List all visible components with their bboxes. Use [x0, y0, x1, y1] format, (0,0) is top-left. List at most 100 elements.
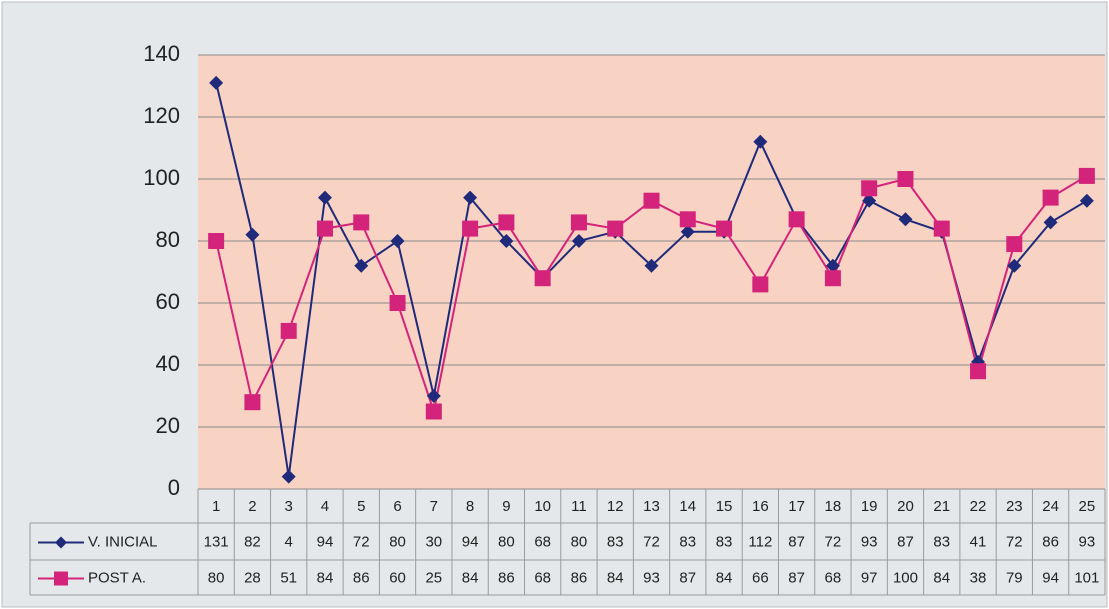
x-tick-label: 13 — [643, 498, 660, 515]
table-value: 83 — [716, 533, 733, 550]
marker — [317, 190, 332, 205]
table-value: 94 — [317, 533, 334, 550]
x-tick-label: 11 — [571, 498, 587, 515]
marker — [1078, 167, 1095, 184]
table-value: 86 — [498, 569, 515, 586]
y-tick-label: 0 — [168, 475, 180, 500]
table-value: 100 — [893, 569, 918, 586]
table-value: 83 — [679, 533, 696, 550]
table-value: 93 — [1079, 533, 1096, 550]
x-tick-label: 19 — [861, 498, 878, 515]
marker — [897, 171, 914, 187]
marker — [753, 134, 768, 149]
table-value: 80 — [208, 569, 225, 586]
table-value: 131 — [204, 533, 229, 550]
table-value: 87 — [788, 569, 805, 586]
table-value: 68 — [534, 533, 551, 550]
legend-label: POST A. — [88, 569, 146, 586]
table-value: 84 — [462, 569, 479, 586]
table-value: 4 — [285, 533, 293, 550]
marker — [643, 192, 660, 209]
table-value: 72 — [825, 533, 842, 550]
marker — [1006, 236, 1023, 253]
marker — [825, 258, 840, 273]
marker — [425, 403, 442, 420]
table-value: 84 — [933, 569, 950, 586]
table-value: 94 — [1042, 569, 1059, 586]
x-tick-label: 5 — [357, 498, 365, 515]
marker — [862, 193, 877, 208]
marker — [498, 214, 515, 231]
marker — [353, 214, 370, 231]
x-tick-label: 15 — [716, 498, 733, 515]
table-value: 38 — [970, 569, 987, 586]
table-value: 28 — [244, 569, 261, 586]
marker — [281, 469, 296, 484]
table-value: 72 — [353, 533, 370, 550]
table-value: 60 — [389, 569, 406, 586]
marker — [824, 270, 841, 287]
marker — [1007, 258, 1022, 273]
marker — [462, 220, 479, 237]
x-tick-label: 21 — [933, 498, 950, 515]
marker — [390, 234, 405, 248]
marker — [716, 220, 733, 237]
table-value: 79 — [1006, 569, 1023, 586]
marker — [970, 363, 987, 380]
legend-label: V. INICIAL — [88, 533, 157, 550]
marker — [898, 212, 913, 227]
x-tick-label: 17 — [788, 498, 805, 515]
x-tick-label: 22 — [970, 498, 987, 515]
table-value: 83 — [607, 533, 624, 550]
marker — [354, 258, 369, 273]
table-value: 83 — [933, 533, 950, 550]
marker — [499, 234, 514, 248]
table-value: 41 — [970, 533, 987, 550]
marker — [644, 258, 659, 273]
x-tick-label: 16 — [752, 498, 769, 515]
x-tick-label: 23 — [1006, 498, 1023, 515]
table-value: 112 — [748, 533, 772, 550]
table-value: 80 — [498, 533, 515, 550]
x-tick-label: 9 — [502, 498, 510, 515]
y-tick-label: 60 — [156, 289, 180, 314]
marker — [316, 220, 333, 237]
x-tick-label: 2 — [248, 498, 256, 515]
y-tick-label: 100 — [143, 165, 180, 190]
marker — [534, 270, 551, 287]
table-value: 101 — [1074, 569, 1099, 586]
marker — [426, 389, 441, 403]
table-value: 72 — [643, 533, 660, 550]
marker — [209, 75, 224, 90]
marker — [752, 276, 769, 293]
y-tick-label: 140 — [143, 41, 180, 66]
table-value: 82 — [244, 533, 261, 550]
marker — [245, 227, 260, 242]
marker — [788, 211, 805, 228]
legend-marker — [54, 571, 68, 586]
marker — [933, 220, 950, 237]
marker — [1043, 215, 1058, 230]
marker — [607, 220, 624, 237]
table-value: 84 — [317, 569, 334, 586]
x-tick-label: 14 — [679, 498, 696, 515]
x-tick-label: 24 — [1042, 498, 1059, 515]
table-value: 72 — [1006, 533, 1023, 550]
y-tick-label: 20 — [156, 413, 180, 438]
table-value: 93 — [861, 533, 878, 550]
marker — [1079, 193, 1094, 208]
marker — [570, 214, 587, 231]
y-tick-label: 120 — [143, 103, 180, 128]
table-value: 80 — [571, 533, 588, 550]
table-value: 68 — [825, 569, 842, 586]
marker — [244, 394, 261, 411]
table-value: 84 — [607, 569, 624, 586]
x-tick-label: 4 — [321, 498, 329, 515]
x-tick-label: 6 — [393, 498, 401, 515]
marker — [680, 224, 695, 239]
marker — [463, 190, 478, 205]
table-value: 68 — [534, 569, 551, 586]
x-tick-label: 8 — [466, 498, 474, 515]
